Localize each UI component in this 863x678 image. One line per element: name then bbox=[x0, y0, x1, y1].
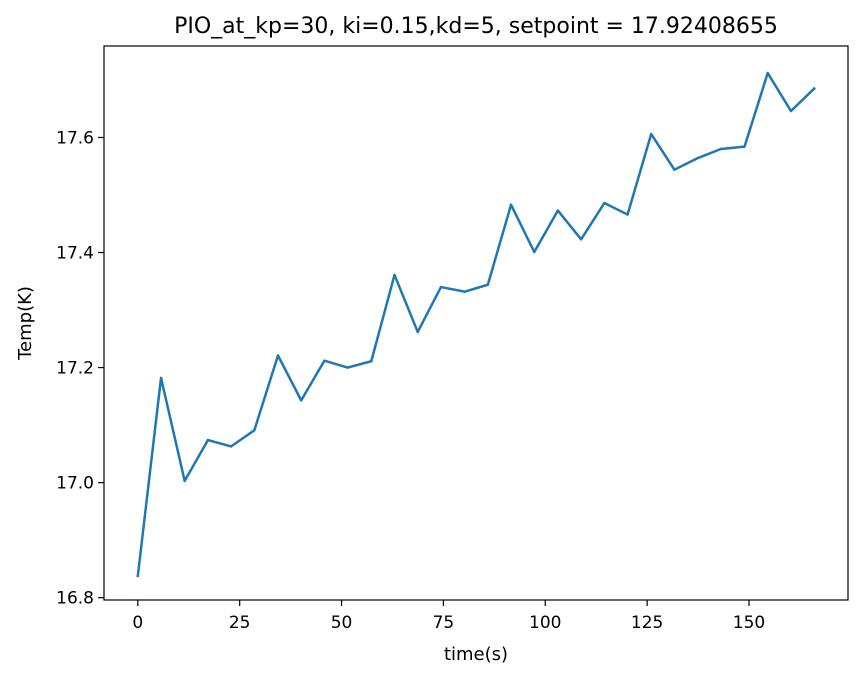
data-point bbox=[743, 145, 746, 148]
y-axis-label: Temp(K) bbox=[15, 286, 36, 361]
x-tick-label: 25 bbox=[229, 613, 251, 633]
data-point bbox=[812, 87, 816, 90]
data-point bbox=[603, 201, 606, 205]
x-tick-label: 0 bbox=[132, 613, 143, 633]
data-point bbox=[183, 479, 186, 483]
y-tick-label: 17.6 bbox=[56, 128, 94, 148]
data-point bbox=[300, 399, 303, 402]
data-point bbox=[439, 285, 443, 289]
data-point bbox=[509, 203, 513, 206]
data-point bbox=[370, 360, 373, 363]
data-point bbox=[719, 147, 723, 151]
data-point bbox=[393, 273, 396, 277]
y-tick-label: 17.2 bbox=[56, 359, 94, 379]
data-point bbox=[276, 354, 280, 357]
data-point bbox=[579, 238, 583, 241]
y-tick-label: 17.0 bbox=[56, 474, 94, 494]
data-point bbox=[533, 250, 536, 254]
x-tick-label: 125 bbox=[631, 613, 663, 633]
x-axis-label: time(s) bbox=[444, 644, 508, 665]
data-point bbox=[766, 71, 769, 75]
data-point bbox=[486, 283, 490, 286]
chart-title: PIO_at_kp=30, ki=0.15,kd=5, setpoint = 1… bbox=[174, 14, 778, 39]
data-point bbox=[253, 429, 256, 432]
data-point bbox=[650, 132, 653, 136]
data-point bbox=[229, 445, 233, 448]
x-tick-label: 100 bbox=[529, 613, 561, 633]
y-tick-label: 17.4 bbox=[56, 244, 94, 264]
data-point bbox=[346, 366, 349, 369]
plot-frame bbox=[103, 45, 849, 601]
x-tick-label: 50 bbox=[331, 613, 353, 633]
x-tick-label: 75 bbox=[433, 613, 455, 633]
data-point bbox=[136, 574, 140, 578]
data-point bbox=[159, 376, 163, 380]
data-point bbox=[556, 209, 560, 212]
data-point bbox=[789, 109, 793, 113]
y-tick-label: 16.8 bbox=[56, 589, 94, 609]
data-point bbox=[463, 290, 466, 293]
data-point bbox=[206, 438, 210, 442]
data-point bbox=[626, 213, 629, 216]
tick-layer: 0 25 50 75 100 125 150 16.8 17.0 17.2 17.4 17.6 bbox=[56, 128, 765, 633]
data-point bbox=[696, 156, 699, 160]
data-point bbox=[323, 359, 326, 362]
series-layer bbox=[136, 71, 816, 578]
data-point bbox=[673, 168, 676, 171]
data-point bbox=[416, 330, 419, 334]
series-line bbox=[136, 71, 816, 578]
x-tick-label: 150 bbox=[733, 613, 765, 633]
